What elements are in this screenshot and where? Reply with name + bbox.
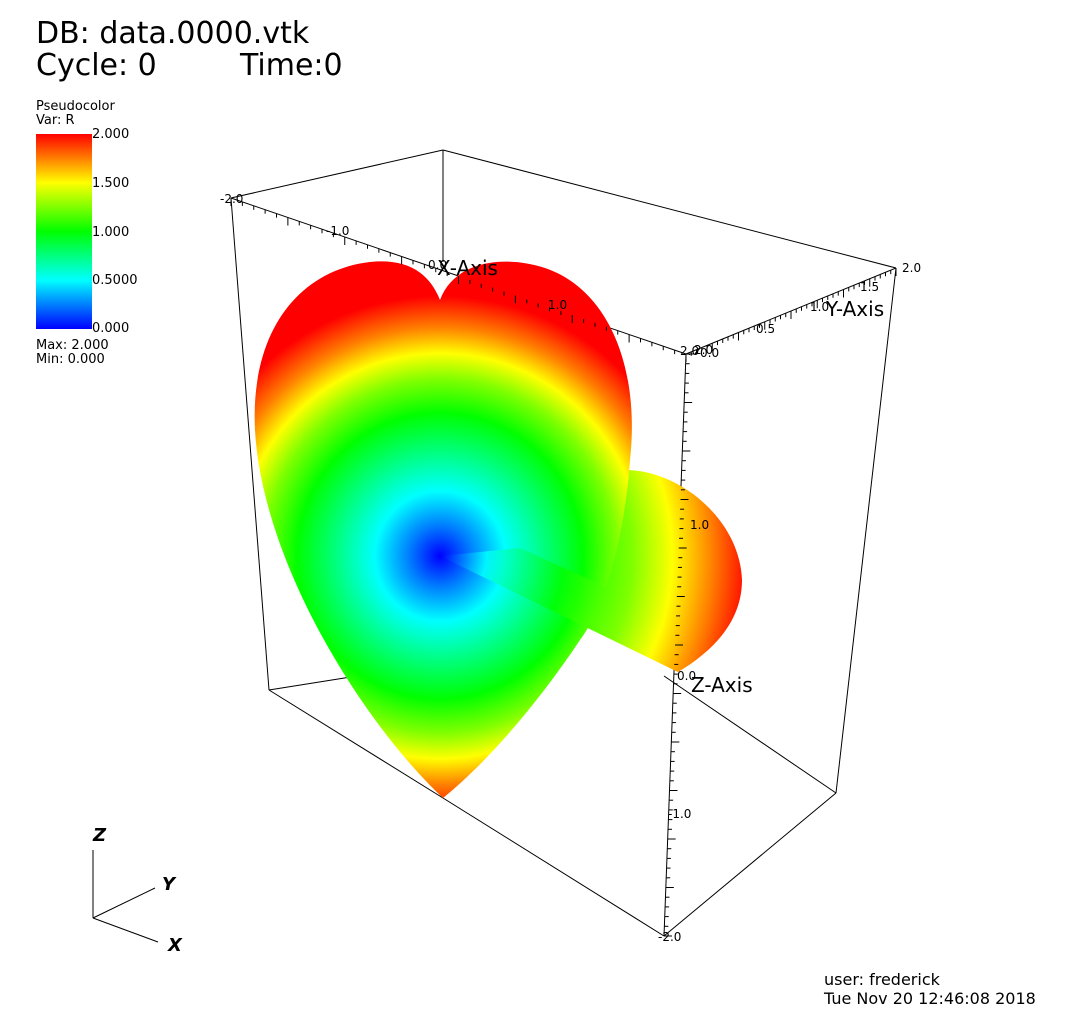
triad-z-label: Z <box>93 825 107 846</box>
date-label: Tue Nov 20 12:46:08 2018 <box>824 989 1036 1008</box>
z-tick-label: 0.0 <box>677 669 697 683</box>
z-tick-label: 2.0 <box>694 343 714 357</box>
y-tick-label: 0.0 <box>700 346 720 360</box>
triad-x-label: X <box>168 935 182 956</box>
legend-tick-label: 2.000 <box>92 127 130 142</box>
legend-max-label: Max: 2.000 <box>36 338 109 353</box>
x-tick-label: -2.0 <box>220 192 244 206</box>
x-axis-title: X-Axis <box>437 256 498 280</box>
database-title: DB: data.0000.vtk <box>36 16 310 51</box>
y-tick-label: 1.5 <box>860 280 880 294</box>
heart-surface <box>254 261 632 798</box>
y-tick-label: 0.5 <box>756 322 776 336</box>
legend-tick-label: 0.000 <box>92 321 130 336</box>
x-tick-label: 2.0 <box>680 344 700 358</box>
z-tick-label: 1.0 <box>690 518 710 532</box>
legend-min-label: Min: 0.000 <box>36 352 105 367</box>
legend-tick-label: 1.500 <box>92 176 130 191</box>
triad-y-label: Y <box>162 874 176 895</box>
z-axis-title: Z-Axis <box>691 673 753 697</box>
y-axis-title: Y-Axis <box>826 297 885 321</box>
heart-slab <box>440 548 678 672</box>
user-label: user: frederick <box>824 970 940 989</box>
cycle-label: Cycle: 0 <box>36 48 157 83</box>
y-tick-label: 2.0 <box>902 261 922 275</box>
axis-ticks <box>230 198 897 937</box>
legend-tick-label: 0.5000 <box>92 273 138 288</box>
legend-var-label: Var: R <box>36 113 75 128</box>
x-tick-label: 0.0 <box>428 258 448 272</box>
legend-plot-type: Pseudocolor <box>36 99 115 114</box>
x-tick-label: 1.0 <box>548 298 568 312</box>
x-tick-label: -1.0 <box>326 224 350 238</box>
y-tick-label: 1.0 <box>810 300 830 314</box>
z-tick-label: -1.0 <box>668 807 692 821</box>
time-label: Time:0 <box>240 48 343 83</box>
legend-colorbar <box>36 134 92 329</box>
legend-tick-label: 1.000 <box>92 225 130 240</box>
z-tick-label: -2.0 <box>658 930 682 944</box>
